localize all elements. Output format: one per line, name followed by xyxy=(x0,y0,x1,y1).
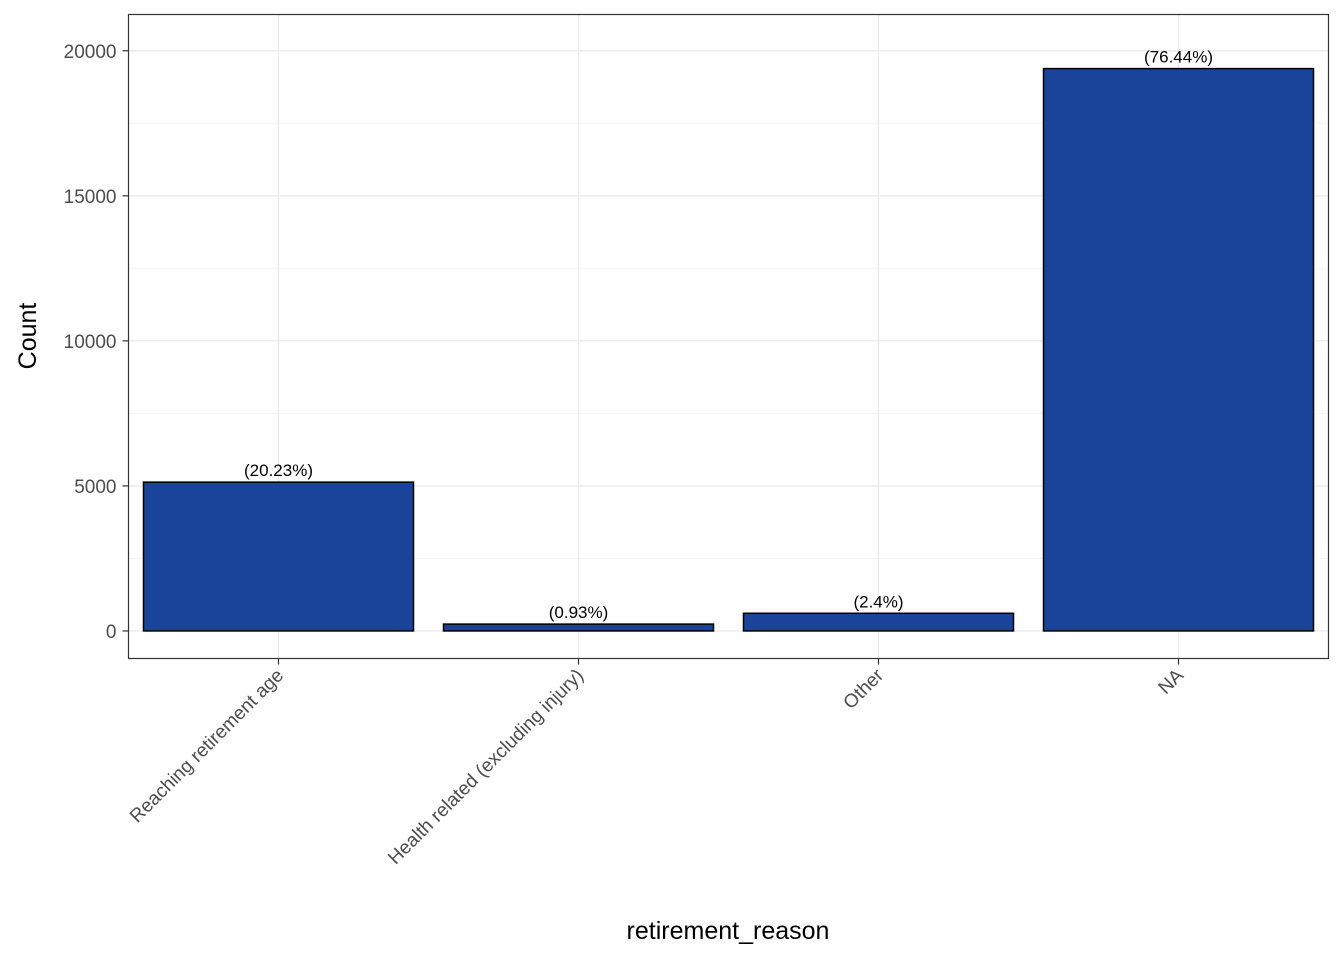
x-axis-title: retirement_reason xyxy=(627,917,830,945)
bar xyxy=(742,612,1015,632)
y-tick-label: 20000 xyxy=(64,42,117,63)
bar xyxy=(142,481,415,632)
bar-data-label: (0.93%) xyxy=(549,603,609,622)
y-axis: 0 5000 10000 15000 20000 xyxy=(64,42,129,643)
bar-data-label: (20.23%) xyxy=(244,461,313,480)
y-tick-label: 10000 xyxy=(64,332,117,353)
data-labels: (20.23%) (0.93%) (2.4%) (76.44%) xyxy=(244,48,1213,622)
y-tick-label: 5000 xyxy=(74,477,116,498)
bar xyxy=(1042,67,1315,632)
y-axis-title: Count xyxy=(14,303,42,370)
bar xyxy=(442,623,715,632)
bar-data-label: (2.4%) xyxy=(853,592,903,611)
bars xyxy=(142,67,1315,632)
y-tick-label: 0 xyxy=(106,622,117,643)
y-tick-label: 15000 xyxy=(64,187,117,208)
panel-border xyxy=(127,13,1330,660)
bar-data-label: (76.44%) xyxy=(1144,48,1213,67)
